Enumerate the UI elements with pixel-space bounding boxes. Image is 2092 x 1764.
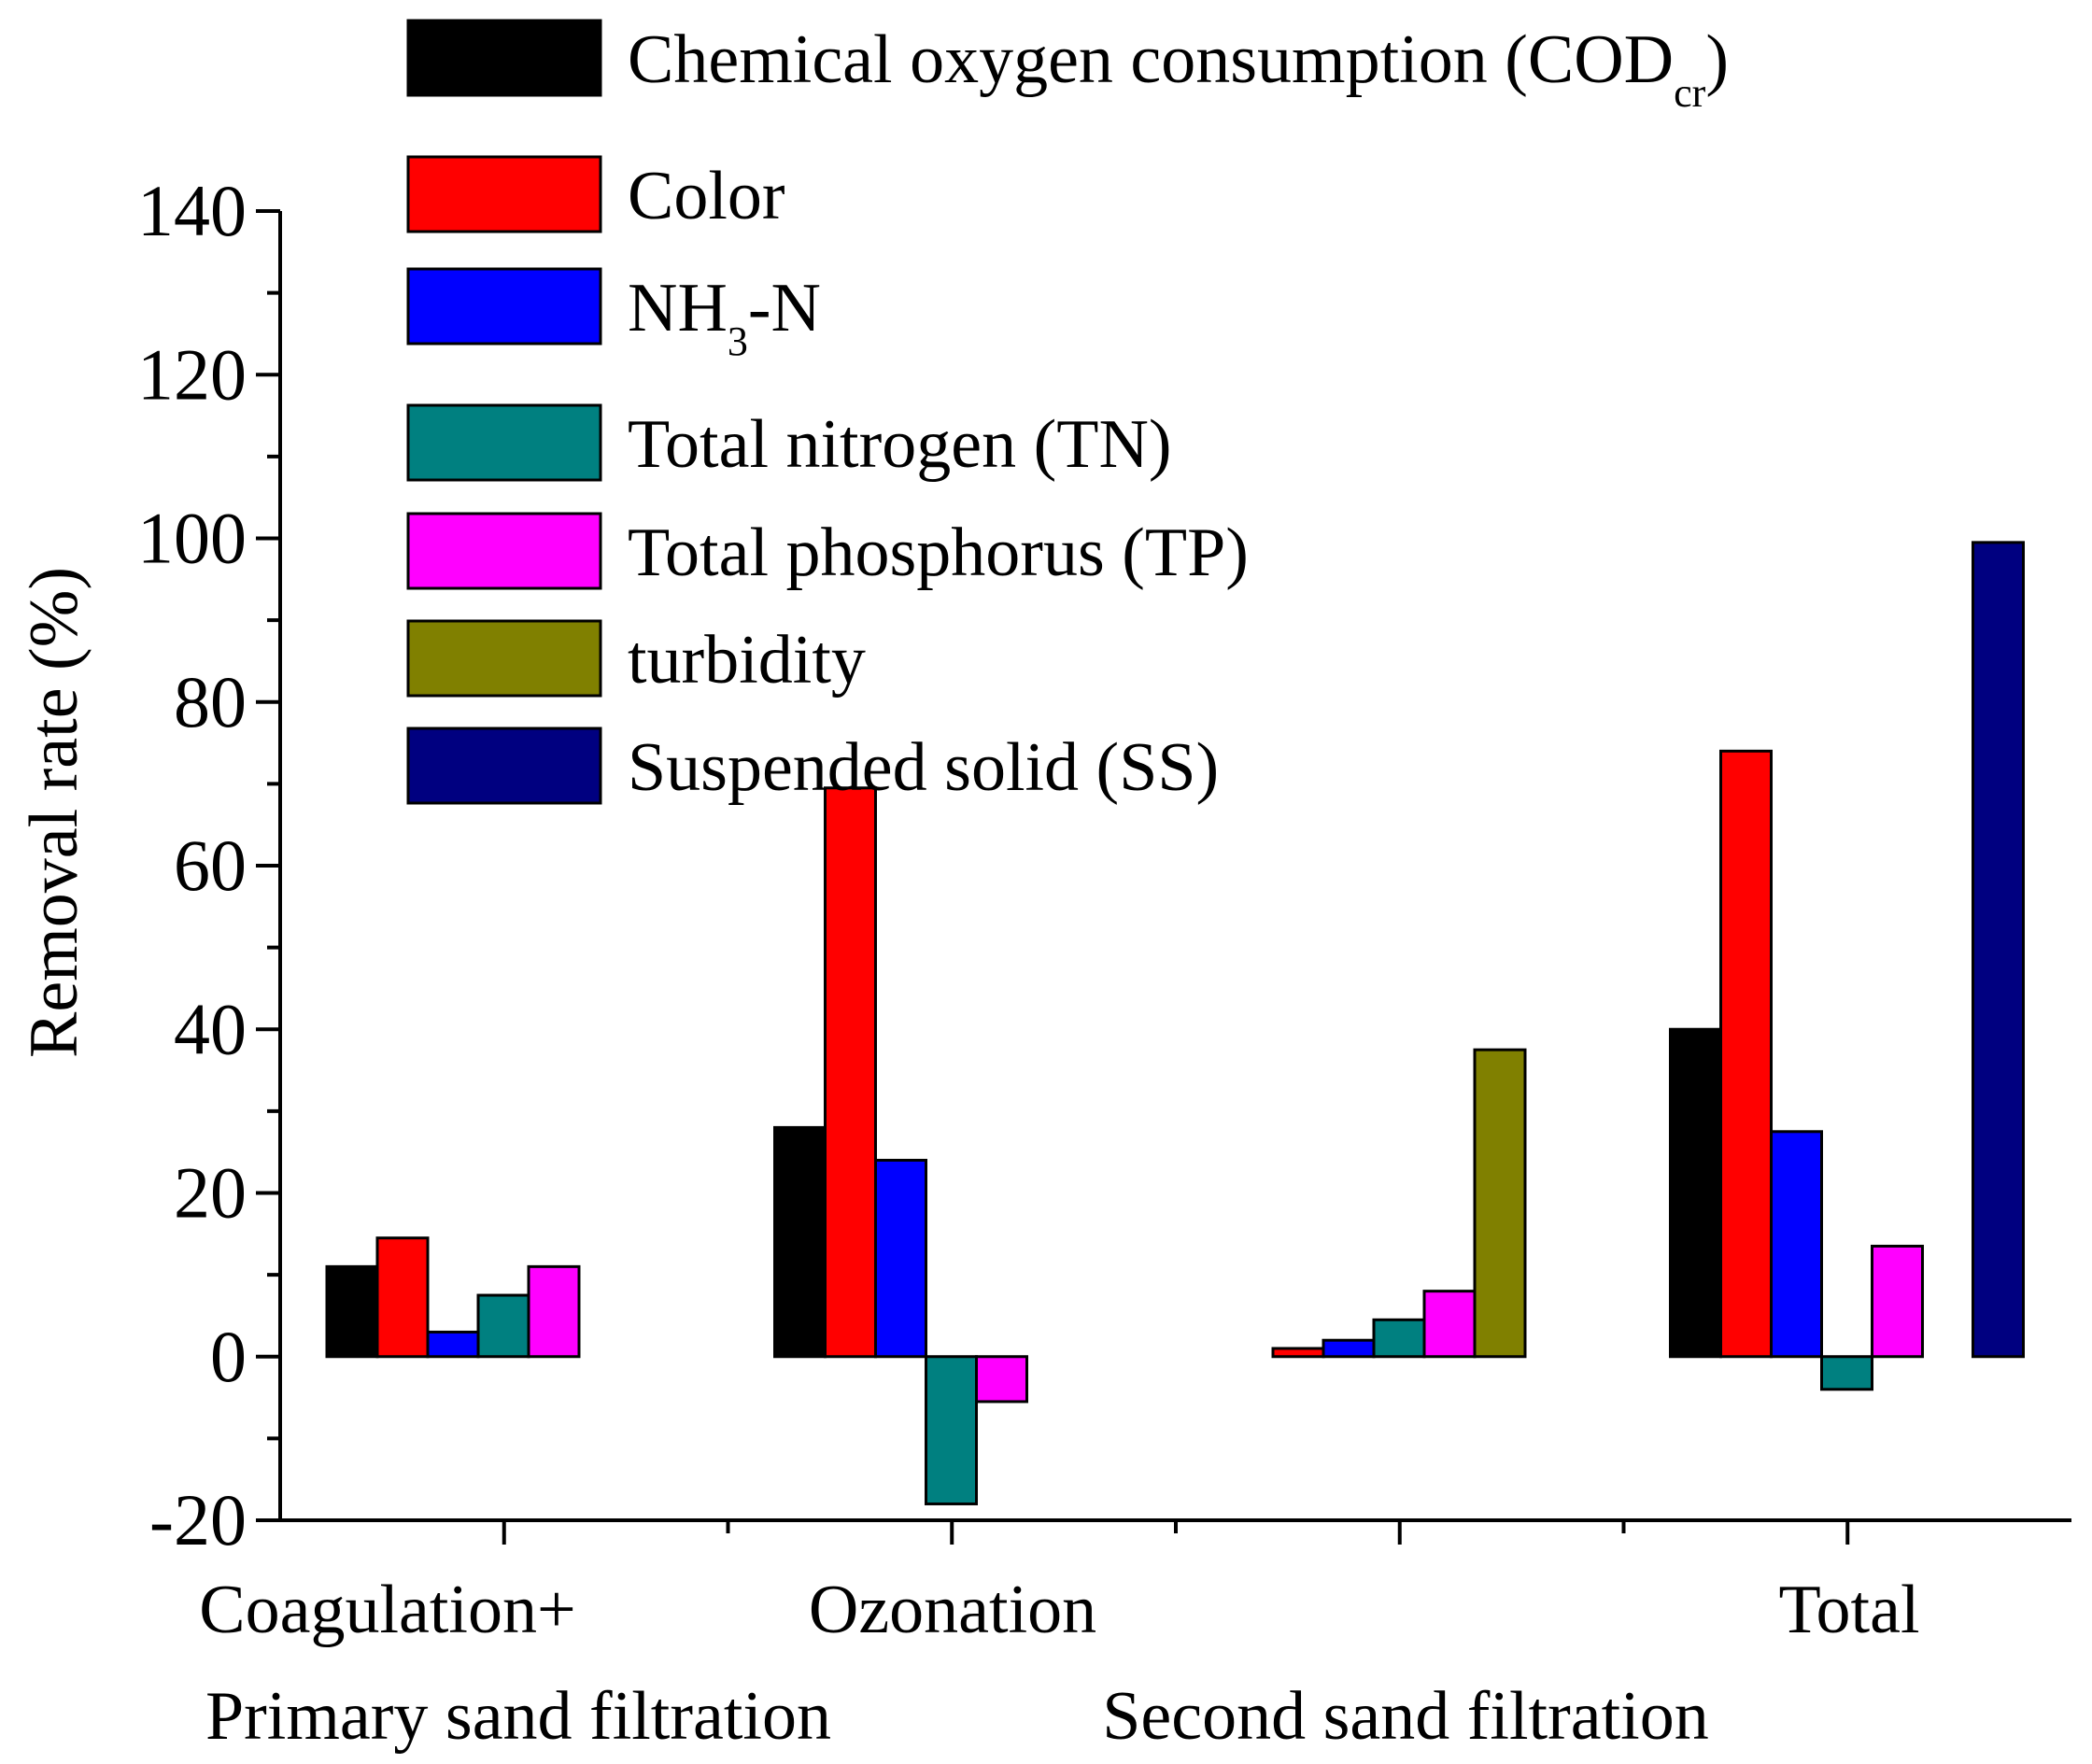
bar xyxy=(874,1158,927,1359)
bar xyxy=(1871,1244,1924,1359)
bar xyxy=(476,1293,530,1359)
bar xyxy=(1322,1338,1376,1359)
bar xyxy=(375,1236,430,1359)
legend-swatch xyxy=(406,403,602,482)
category-label: Total xyxy=(1779,1572,1920,1648)
category-label: Ozonation xyxy=(809,1572,1096,1648)
legend-swatch xyxy=(406,727,602,805)
legend-label: NH3-N xyxy=(628,270,821,364)
category-label: Primary sand filtration xyxy=(205,1678,831,1755)
legend-label: Total phosphorus (TP) xyxy=(628,515,1249,591)
bar xyxy=(925,1355,978,1505)
y-tick-label: 80 xyxy=(174,661,247,742)
legend-swatch xyxy=(406,619,602,698)
y-tick-label: 20 xyxy=(174,1152,247,1234)
y-tick-label: 120 xyxy=(137,333,247,415)
y-tick-label: 40 xyxy=(174,988,247,1069)
legend: Chemical oxygen consumption (CODcr) Color… xyxy=(406,19,1729,806)
bar xyxy=(1972,541,2025,1359)
bar xyxy=(1770,1130,1823,1359)
y-ticks: -20 0 20 40 60 80 100 120 140 xyxy=(137,170,280,1560)
bar xyxy=(1473,1048,1527,1359)
category-label: Coagulation+ xyxy=(199,1572,575,1648)
legend-label: Total nitrogen (TN) xyxy=(628,406,1172,483)
y-tick-label: 140 xyxy=(137,170,247,251)
bar xyxy=(1372,1318,1426,1359)
bar xyxy=(527,1264,581,1359)
bars-layer xyxy=(325,541,2025,1505)
bar xyxy=(426,1330,480,1359)
y-axis-title: Removal rate (%) xyxy=(16,567,92,1058)
bar xyxy=(1271,1347,1325,1359)
legend-label: Chemical oxygen consumption (CODcr) xyxy=(628,21,1729,116)
bar xyxy=(1669,1027,1722,1359)
bar xyxy=(975,1355,1028,1404)
legend-swatch xyxy=(406,155,602,233)
y-tick-label: 0 xyxy=(210,1316,247,1397)
legend-swatch xyxy=(406,267,602,346)
y-tick-label: 100 xyxy=(137,498,247,579)
bar xyxy=(773,1125,827,1359)
legend-swatch xyxy=(406,512,602,590)
legend-label: turbidity xyxy=(628,622,866,699)
bar xyxy=(325,1264,379,1359)
bar xyxy=(824,786,877,1359)
category-label: Second sand filtration xyxy=(1102,1678,1708,1755)
x-ticks xyxy=(502,1520,1850,1545)
bar xyxy=(1719,749,1773,1359)
bar xyxy=(1422,1290,1477,1359)
y-tick-label: -20 xyxy=(149,1479,247,1560)
legend-label: Suspended solid (SS) xyxy=(628,729,1219,806)
bar xyxy=(1820,1355,1873,1391)
category-labels: Coagulation+ Primary sand filtration Ozona… xyxy=(199,1572,1919,1755)
legend-label: Color xyxy=(628,158,785,234)
y-tick-label: 60 xyxy=(174,825,247,906)
legend-swatch xyxy=(406,19,602,97)
